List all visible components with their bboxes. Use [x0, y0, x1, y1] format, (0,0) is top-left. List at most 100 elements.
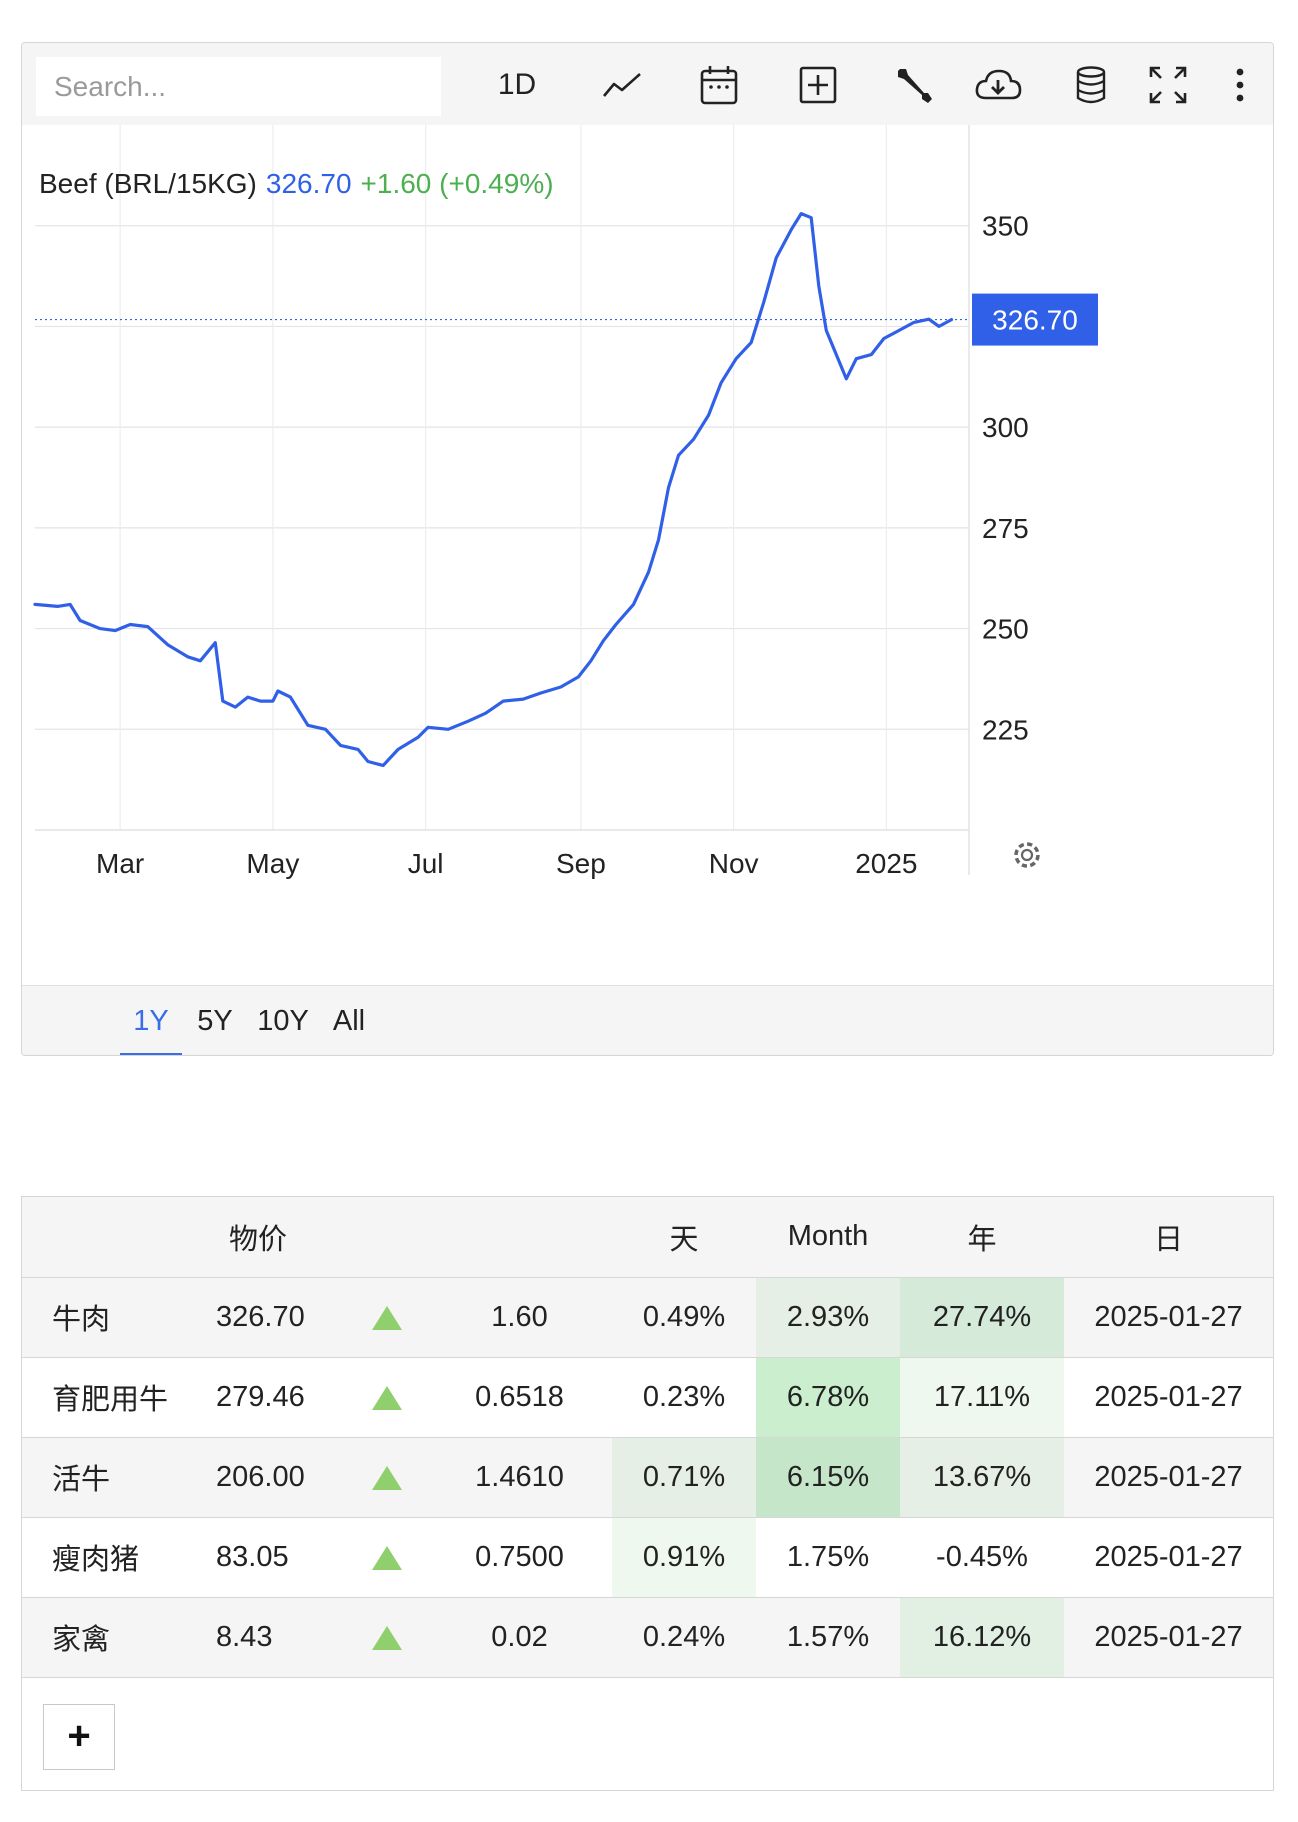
table-row[interactable]: 家禽 8.43 0.02 0.24% 1.57% 16.12% 2025-01-27 [22, 1597, 1273, 1678]
direction-cell [347, 1357, 427, 1438]
commodity-change: 1.60 [427, 1277, 612, 1358]
chart-header: Beef (BRL/15KG) 326.70 +1.60 (+0.49%) [39, 168, 554, 199]
commodity-price: 279.46 [199, 1357, 347, 1438]
download-button[interactable] [968, 57, 1028, 113]
commodity-name[interactable]: 育肥用牛 [22, 1357, 199, 1438]
commodity-change: 0.02 [427, 1597, 612, 1678]
up-triangle-icon [372, 1545, 402, 1570]
x-tick-label: Sep [556, 848, 606, 879]
instrument-price: 326.70 [266, 168, 352, 199]
price-series-line[interactable] [33, 211, 954, 768]
chart-widget: 1D [21, 42, 1274, 1056]
header-price: 物价 [199, 1197, 347, 1278]
commodity-price: 83.05 [199, 1517, 347, 1598]
commodity-year-change: -0.45% [900, 1517, 1064, 1598]
commodity-name[interactable]: 家禽 [22, 1597, 199, 1678]
y-tick-label: 225 [982, 714, 1029, 745]
line-chart-button[interactable] [594, 57, 650, 113]
y-tick-label: 350 [982, 211, 1029, 242]
price-chart[interactable]: 225 250 275 300 350 Mar May Jul Sep Nov 2025 326.70… [22, 125, 1274, 985]
table-row[interactable]: 瘦肉猪 83.05 0.7500 0.91% 1.75% -0.45% 2025-01-27 [22, 1517, 1273, 1598]
x-tick-label: Nov [709, 848, 759, 879]
range-10y[interactable]: 10Y [257, 1005, 309, 1037]
commodity-year-change: 17.11% [900, 1357, 1064, 1438]
commodity-month-change: 6.78% [756, 1357, 900, 1438]
commodity-month-change: 1.75% [756, 1517, 900, 1598]
header-name [22, 1197, 199, 1278]
direction-cell [347, 1277, 427, 1358]
commodity-date: 2025-01-27 [1064, 1517, 1273, 1598]
commodity-year-change: 27.74% [900, 1277, 1064, 1358]
header-day[interactable]: 天 [612, 1197, 756, 1278]
chart-toolbar: 1D [22, 43, 1273, 125]
x-tick-label: May [246, 848, 299, 879]
up-triangle-icon [372, 1625, 402, 1650]
y-tick-label: 300 [982, 412, 1029, 443]
commodity-year-change: 13.67% [900, 1437, 1064, 1518]
commodity-name[interactable]: 活牛 [22, 1437, 199, 1518]
direction-cell [347, 1517, 427, 1598]
commodity-price: 206.00 [199, 1437, 347, 1518]
commodity-month-change: 1.57% [756, 1597, 900, 1678]
commodity-change: 0.6518 [427, 1357, 612, 1438]
fullscreen-icon [1149, 66, 1187, 104]
y-tick-label: 275 [982, 513, 1029, 544]
database-icon [1076, 66, 1106, 104]
data-button[interactable] [1063, 57, 1119, 113]
tools-button[interactable] [886, 57, 942, 113]
commodity-change: 1.4610 [427, 1437, 612, 1518]
commodity-day-change: 0.71% [612, 1437, 756, 1518]
fullscreen-button[interactable] [1140, 57, 1196, 113]
calendar-button[interactable] [691, 57, 747, 113]
search-input[interactable] [36, 57, 441, 116]
wrench-icon [898, 69, 932, 103]
table-row[interactable]: 牛肉 326.70 1.60 0.49% 2.93% 27.74% 2025-01-27 [22, 1277, 1273, 1358]
commodity-date: 2025-01-27 [1064, 1597, 1273, 1678]
instrument-name: Beef (BRL/15KG) [39, 168, 257, 199]
calendar-icon [700, 66, 738, 105]
up-triangle-icon [372, 1305, 402, 1330]
y-tick-label: 250 [982, 614, 1029, 645]
interval-button[interactable]: 1D [497, 68, 537, 101]
header-month[interactable]: Month [756, 1197, 900, 1278]
commodity-date: 2025-01-27 [1064, 1437, 1273, 1518]
commodity-date: 2025-01-27 [1064, 1277, 1273, 1358]
range-all[interactable]: All [332, 1005, 366, 1037]
table-row[interactable]: 育肥用牛 279.46 0.6518 0.23% 6.78% 17.11% 2025-01-… [22, 1357, 1273, 1438]
cloud-download-icon [975, 69, 1022, 100]
range-selector: 1Y 5Y 10Y All [22, 985, 1273, 1055]
line-chart-icon [603, 73, 641, 97]
header-change [427, 1197, 612, 1278]
direction-cell [347, 1597, 427, 1678]
header-direction [347, 1197, 427, 1278]
add-row-button[interactable]: + [43, 1704, 115, 1770]
commodity-change: 0.7500 [427, 1517, 612, 1598]
commodity-date: 2025-01-27 [1064, 1357, 1273, 1438]
direction-cell [347, 1437, 427, 1518]
commodity-price: 326.70 [199, 1277, 347, 1358]
commodity-name[interactable]: 瘦肉猪 [22, 1517, 199, 1598]
add-indicator-button[interactable] [790, 57, 846, 113]
commodity-month-change: 6.15% [756, 1437, 900, 1518]
up-triangle-icon [372, 1385, 402, 1410]
more-vertical-icon [1236, 68, 1244, 102]
up-triangle-icon [372, 1465, 402, 1490]
commodity-day-change: 0.49% [612, 1277, 756, 1358]
commodities-table: 物价 天 Month 年 日 牛肉 326.70 1.60 0.49% 2.93% 27.… [22, 1197, 1273, 1678]
last-price-tag-label: 326.70 [992, 305, 1078, 336]
commodity-price: 8.43 [199, 1597, 347, 1678]
table-row[interactable]: 活牛 206.00 1.4610 0.71% 6.15% 13.67% 2025-01-27 [22, 1437, 1273, 1518]
commodity-year-change: 16.12% [900, 1597, 1064, 1678]
commodity-day-change: 0.24% [612, 1597, 756, 1678]
range-1y[interactable]: 1Y [120, 986, 182, 1055]
table-header-row: 物价 天 Month 年 日 [22, 1197, 1273, 1278]
x-tick-label: 2025 [855, 848, 917, 879]
range-5y[interactable]: 5Y [197, 1005, 233, 1037]
commodity-name[interactable]: 牛肉 [22, 1277, 199, 1358]
gear-icon[interactable] [1014, 842, 1040, 868]
header-date: 日 [1064, 1197, 1273, 1278]
header-year[interactable]: 年 [900, 1197, 1064, 1278]
more-menu-button[interactable] [1220, 57, 1260, 113]
x-tick-label: Mar [96, 848, 144, 879]
commodities-table-container: 物价 天 Month 年 日 牛肉 326.70 1.60 0.49% 2.93% 27.… [21, 1196, 1274, 1791]
